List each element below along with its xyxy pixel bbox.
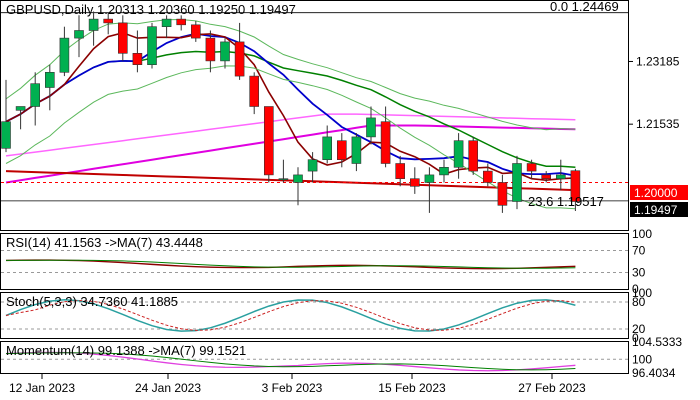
bollinger-upper-line — [5, 18, 576, 131]
time-tick-label: 27 Feb 2023 — [518, 381, 586, 395]
ma-magenta-line — [5, 124, 576, 184]
candle-body — [44, 72, 55, 88]
stoch-main-line — [5, 299, 576, 332]
candle-body — [526, 163, 537, 172]
current-price-tag — [630, 202, 688, 217]
main-header: GBPUSD,Daily 1.20313 1.20360 1.19250 1.1… — [6, 2, 296, 17]
candle-body — [351, 136, 362, 164]
ma-red-line — [5, 170, 576, 192]
bollinger-lower-line — [5, 65, 576, 210]
candle-body — [220, 41, 230, 62]
momentum-tick-label: 104.5333 — [632, 335, 682, 349]
time-tick-label: 15 Feb 2023 — [378, 381, 446, 395]
candle-body — [176, 18, 186, 26]
main-panel-frame — [0, 0, 629, 231]
fib-23-label: 23.6 1.19517 — [528, 194, 604, 209]
candle-body — [453, 140, 464, 168]
candle-body — [482, 170, 493, 183]
momentum-tick-label: 96.4034 — [632, 366, 676, 380]
momentum-line — [5, 351, 576, 372]
candle-body — [278, 178, 289, 180]
candle-body — [132, 52, 143, 65]
indicator-lines — [1, 12, 628, 372]
candle-body — [512, 163, 522, 202]
stoch-signal-line — [5, 300, 576, 331]
candle-body — [395, 163, 406, 179]
candle-body — [74, 30, 84, 39]
candle-body — [555, 174, 566, 179]
candle-body — [88, 18, 99, 31]
candle-body — [468, 140, 479, 172]
stoch-tick-label: 0 — [632, 331, 639, 345]
price-tick-label: 1.23185 — [636, 54, 680, 68]
candle-body — [118, 22, 128, 54]
candle-body — [1, 121, 11, 149]
candle-body — [147, 26, 157, 66]
stoch-header: Stoch(5,3,3) 34.7360 41.1885 — [6, 294, 178, 309]
candles-group — [1, 11, 581, 213]
stoch-tick-label: 80 — [632, 295, 646, 309]
candle-body — [15, 106, 26, 111]
candle-body — [322, 136, 333, 160]
candle-body — [249, 75, 259, 107]
ma-pink-line — [5, 113, 576, 157]
candle-body — [439, 167, 449, 176]
momentum-tick-label: 100 — [632, 352, 652, 366]
candle-body — [161, 18, 172, 28]
stoch-panel-frame — [0, 292, 629, 339]
rsi-tick-label: 70 — [632, 244, 646, 258]
candle-body — [570, 170, 581, 202]
candle-body — [366, 117, 376, 138]
momentum-panel-frame — [0, 341, 629, 374]
candle-body — [234, 41, 245, 77]
price-tick-label: 1.21535 — [636, 117, 680, 131]
candle-body — [59, 37, 70, 73]
time-tick-label: 24 Jan 2023 — [135, 381, 201, 395]
candle-body — [380, 121, 391, 164]
candle-body — [424, 174, 435, 183]
momentum-ma-line — [5, 352, 576, 371]
stoch-tick-label: 20 — [632, 322, 646, 336]
rsi-panel-frame — [0, 233, 629, 290]
candle-body — [30, 83, 41, 107]
candle-body — [263, 106, 274, 176]
candle-body — [541, 174, 552, 179]
ma-fast-line — [5, 31, 576, 182]
momentum-header: Momentum(14) 99.1388 ->MA(7) 99.1521 — [6, 343, 246, 358]
candle-body — [409, 178, 420, 187]
candle-body — [191, 24, 201, 39]
candle-body — [205, 37, 216, 62]
candle-body — [336, 140, 347, 160]
candle-body — [497, 182, 508, 206]
fib-top-label: 0.0 1.24469 — [550, 0, 619, 14]
rsi-ma-line — [5, 259, 576, 269]
rsi-header: RSI(14) 41.1563 ->MA(7) 43.4448 — [6, 235, 203, 250]
time-tick-label: 12 Jan 2023 — [9, 381, 75, 395]
rsi-tick-label: 30 — [632, 266, 646, 280]
candle-body — [307, 159, 318, 172]
candle-body — [103, 18, 113, 24]
rsi-tick-label: 0 — [632, 282, 639, 296]
current-price-label: 1.19497 — [634, 203, 678, 217]
ma-blue-line — [5, 32, 576, 177]
price-axis: 1.231851.215351007030010080200104.533310… — [628, 54, 682, 380]
rsi-line — [5, 259, 576, 270]
level-price-label: 1.20000 — [634, 186, 678, 200]
time-tick-label: 3 Feb 2023 — [262, 381, 323, 395]
candle-body — [293, 174, 303, 183]
stoch-tick-label: 100 — [632, 286, 652, 300]
time-axis: 12 Jan 2023 24 Jan 2023 3 Feb 2023 15 Feb 2… — [9, 374, 586, 395]
level-price-tag — [630, 185, 688, 200]
rsi-tick-label: 100 — [632, 227, 652, 241]
